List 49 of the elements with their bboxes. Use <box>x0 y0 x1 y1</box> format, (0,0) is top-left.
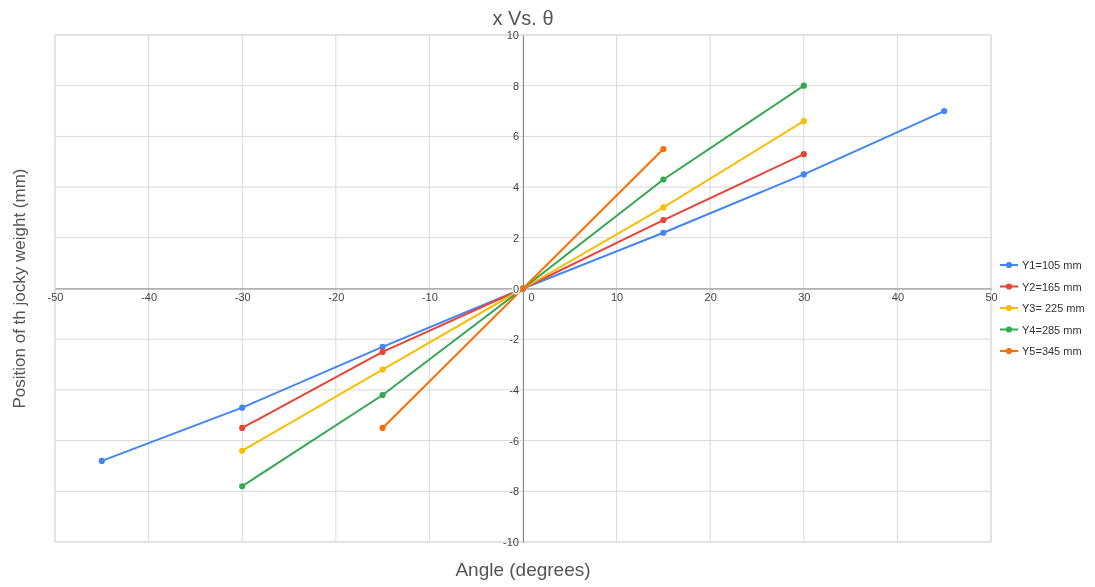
chart-title: x Vs. θ <box>492 7 554 29</box>
point <box>379 348 386 355</box>
legend-label: Y1=105 mm <box>1022 259 1082 271</box>
y-tick-label: 4 <box>512 181 519 194</box>
point <box>379 424 386 432</box>
x-tick-label: 30 <box>798 291 811 304</box>
x-tick-label: 40 <box>891 291 905 304</box>
y-tick-label: 6 <box>512 130 519 143</box>
x-tick-label: 0 <box>528 291 535 304</box>
y-tick-label: 10 <box>506 29 519 42</box>
x-tick-label: -40 <box>141 291 158 304</box>
point <box>800 151 807 158</box>
x-tick-label: 20 <box>704 291 717 304</box>
point <box>660 216 667 224</box>
y-tick-label: -10 <box>503 536 519 549</box>
point <box>800 171 807 178</box>
point <box>660 145 667 153</box>
point <box>379 343 386 350</box>
y-tick-label: -8 <box>509 485 519 498</box>
x-tick-label: -20 <box>328 291 345 304</box>
y-tick-label: -2 <box>509 333 519 346</box>
y-tick-label: -6 <box>509 434 519 447</box>
x-tick-label: 50 <box>985 291 998 304</box>
point <box>239 447 246 454</box>
point <box>660 176 667 183</box>
point <box>379 391 386 399</box>
point <box>98 457 105 464</box>
point <box>660 229 667 236</box>
point <box>800 82 807 89</box>
legend-label: Y4=285 mm <box>1022 323 1082 336</box>
legend-label: Y3= 225 mm <box>1022 302 1085 314</box>
point <box>239 483 246 490</box>
x-tick-label: 10 <box>610 291 624 304</box>
legend-label: Y5=345 mm <box>1022 345 1082 357</box>
point <box>941 107 948 115</box>
x-tick-label: -30 <box>234 291 251 304</box>
point <box>239 424 246 432</box>
point <box>379 366 386 373</box>
y-tick-label: 2 <box>512 231 519 244</box>
x-axis-title: Angle (degrees) <box>455 559 591 580</box>
y-tick-label: 8 <box>512 79 519 92</box>
point <box>660 204 667 211</box>
point <box>239 404 246 411</box>
legend-label: Y2=165 mm <box>1022 280 1082 293</box>
y-axis-title: Position of th jocky weight (mm) <box>10 168 29 409</box>
x-tick-label: -50 <box>47 291 64 304</box>
x-tick-label: -10 <box>421 291 438 304</box>
y-tick-label: -4 <box>509 383 519 396</box>
point <box>800 118 807 125</box>
